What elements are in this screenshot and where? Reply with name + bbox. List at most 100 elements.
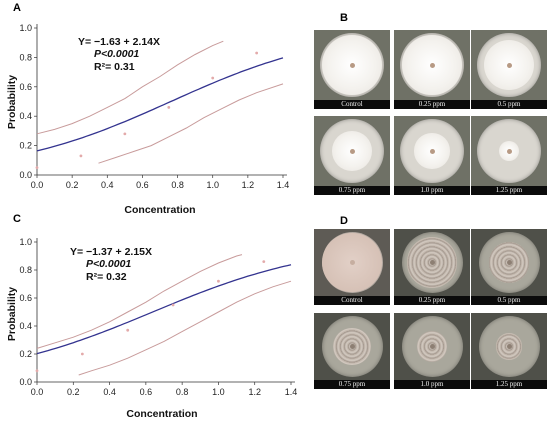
chart-a-r2: R²= 0.31 (94, 61, 135, 73)
dish-label: Control (314, 296, 390, 305)
agar-plug (429, 344, 435, 349)
dish-photo (471, 313, 547, 380)
y-tick-label: 0.8 (19, 265, 32, 275)
y-tick-label: 0.0 (19, 377, 32, 387)
agar-plug (349, 62, 355, 68)
data-point (171, 303, 175, 307)
chart-a-pvalue: P<0.0001 (94, 48, 139, 60)
chart-c: Y= −1.37 + 2.15X P<0.0001 R²= 0.32 Conce… (6, 237, 298, 420)
chart-a-xlabel: Concentration (124, 204, 195, 216)
data-point (211, 76, 215, 80)
petri-dish: Control (314, 229, 390, 305)
chart-a: Y= −1.63 + 2.14X P<0.0001 R²= 0.31 Conce… (6, 23, 290, 216)
agar-plug (506, 62, 512, 68)
lower-confidence-line (78, 280, 292, 376)
petri-dish: 0.5 ppm (471, 229, 547, 305)
petri-dish: 1.0 ppm (394, 116, 470, 195)
petri-dish: 0.75 ppm (314, 116, 390, 195)
agar-plug (429, 62, 435, 68)
data-point (80, 352, 84, 356)
x-tick-label: 1.4 (277, 180, 290, 190)
data-point (35, 166, 39, 170)
fitted-curve (36, 264, 292, 355)
x-tick-label: 0.4 (103, 387, 116, 397)
x-tick-label: 1.0 (212, 387, 225, 397)
dish-photo (394, 116, 470, 186)
dish-label: 0.25 ppm (394, 296, 470, 305)
dish-label: 0.5 ppm (471, 296, 547, 305)
y-tick-label: 1.0 (19, 23, 32, 33)
agar-plug (506, 148, 512, 154)
upper-confidence-line (36, 40, 224, 135)
x-tick-label: 0.2 (66, 180, 79, 190)
dish-grid-d: Control 0.25 ppm 0.5 ppm 0.75 ppm 1.0 ppm 1.2… (314, 229, 548, 389)
dish-label: 1.0 ppm (394, 380, 470, 389)
agar-plug (349, 260, 355, 265)
dish-photo (471, 229, 547, 296)
petri-dish: Control (314, 30, 390, 109)
lower-confidence-line (98, 83, 284, 164)
x-tick-label: 0.6 (136, 180, 149, 190)
fitted-curve (36, 57, 284, 152)
x-tick-label: 1.2 (248, 387, 261, 397)
y-tick-label: 0.8 (19, 52, 32, 62)
chart-c-equation: Y= −1.37 + 2.15X (70, 246, 152, 258)
panel-letter-a: A (13, 2, 21, 14)
y-tick-label: 0.2 (19, 349, 32, 359)
dish-label: 1.0 ppm (394, 186, 470, 195)
data-point (255, 51, 259, 55)
dish-photo (394, 313, 470, 380)
y-tick-label: 0.6 (19, 82, 32, 92)
x-tick-label: 0.8 (176, 387, 189, 397)
dish-photo (471, 30, 547, 100)
petri-dish: 1.25 ppm (471, 116, 547, 195)
dish-label: 0.75 ppm (314, 186, 390, 195)
dish-photo (314, 30, 390, 100)
dish-photo (314, 313, 390, 380)
y-tick-label: 0.6 (19, 293, 32, 303)
chart-a-equation: Y= −1.63 + 2.14X (78, 36, 160, 48)
x-tick-label: 1.4 (285, 387, 298, 397)
x-tick-label: 1.2 (242, 180, 255, 190)
panel-letter-d: D (340, 215, 348, 227)
chart-c-ylabel: Probability (6, 287, 18, 341)
chart-c-r2: R²= 0.32 (86, 271, 127, 283)
dish-label: 0.5 ppm (471, 100, 547, 109)
agar-plug (349, 148, 355, 154)
panel-letter-c: C (13, 213, 21, 225)
x-tick-label: 1.0 (206, 180, 219, 190)
chart-c-pvalue: P<0.0001 (86, 258, 131, 270)
dish-grid-b: Control 0.25 ppm 0.5 ppm 0.75 ppm 1.0 ppm 1.2… (314, 30, 548, 195)
data-point (262, 260, 266, 263)
data-point (123, 132, 127, 136)
data-point (126, 328, 130, 332)
panel-letter-b: B (340, 12, 348, 24)
agar-plug (349, 344, 355, 349)
y-tick-label: 0.2 (19, 141, 32, 151)
y-tick-label: 0.0 (19, 170, 32, 180)
chart-c-xlabel: Concentration (126, 408, 197, 420)
dish-label: 1.25 ppm (471, 380, 547, 389)
dish-photo (394, 229, 470, 296)
petri-dish: 0.75 ppm (314, 313, 390, 389)
agar-plug (429, 260, 435, 265)
x-tick-label: 0.6 (140, 387, 153, 397)
data-point (35, 369, 39, 373)
dish-label: 0.75 ppm (314, 380, 390, 389)
dish-label: Control (314, 100, 390, 109)
petri-dish: 0.25 ppm (394, 30, 470, 109)
x-tick-label: 0.0 (31, 180, 44, 190)
dish-photo (471, 116, 547, 186)
dish-photo (314, 116, 390, 186)
y-tick-label: 0.4 (19, 321, 32, 331)
dish-label: 1.25 ppm (471, 186, 547, 195)
chart-a-ylabel: Probability (6, 75, 18, 129)
x-tick-label: 0.2 (67, 387, 80, 397)
y-tick-label: 1.0 (19, 237, 32, 247)
agar-plug (506, 260, 512, 265)
data-point (167, 105, 171, 109)
dish-photo (394, 30, 470, 100)
x-tick-label: 0.0 (31, 387, 44, 397)
petri-dish: 0.25 ppm (394, 229, 470, 305)
data-point (79, 154, 83, 158)
